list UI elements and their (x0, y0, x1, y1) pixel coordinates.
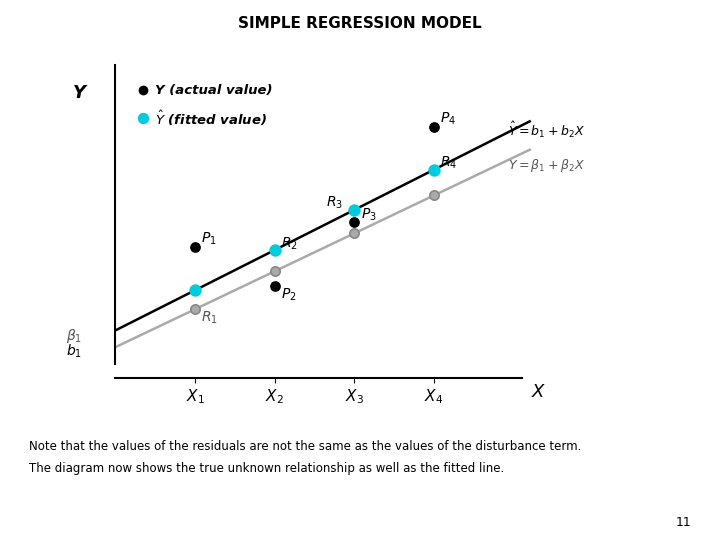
Text: $P_1$: $P_1$ (202, 230, 217, 247)
Text: $b_1$: $b_1$ (66, 342, 82, 360)
Point (428, 122, 440, 131)
Text: $Y = \beta_1 + \beta_2X$: $Y = \beta_1 + \beta_2X$ (508, 157, 585, 174)
Point (428, 165, 440, 174)
Text: $R_1$: $R_1$ (202, 309, 218, 326)
Text: $R_2$: $R_2$ (281, 235, 298, 252)
Point (269, 246, 280, 254)
Text: The diagram now shows the true unknown relationship as well as the fitted line.: The diagram now shows the true unknown r… (29, 462, 504, 475)
Text: Note that the values of the residuals are not the same as the values of the dist: Note that the values of the residuals ar… (29, 440, 581, 453)
Text: X: X (531, 383, 544, 401)
Text: $R_4$: $R_4$ (441, 155, 458, 171)
Text: $\beta_1$: $\beta_1$ (66, 327, 82, 345)
Text: $P_2$: $P_2$ (281, 286, 297, 302)
Point (189, 242, 201, 251)
Text: SIMPLE REGRESSION MODEL: SIMPLE REGRESSION MODEL (238, 16, 482, 31)
Point (428, 191, 440, 200)
Text: $R_3$: $R_3$ (326, 195, 343, 212)
Point (348, 217, 360, 226)
Point (269, 267, 280, 275)
Text: $\hat{Y}$ (fitted value): $\hat{Y}$ (fitted value) (155, 109, 267, 128)
Point (189, 286, 201, 295)
Text: $\hat{Y} = b_1 + b_2X$: $\hat{Y} = b_1 + b_2X$ (508, 120, 585, 140)
Text: Y (actual value): Y (actual value) (155, 84, 273, 97)
Point (189, 305, 201, 314)
Text: $P_3$: $P_3$ (361, 207, 377, 223)
Point (348, 229, 360, 238)
Point (269, 281, 280, 290)
Point (348, 206, 360, 214)
Text: Y: Y (73, 84, 86, 102)
Text: $P_4$: $P_4$ (441, 110, 456, 126)
Text: 11: 11 (675, 516, 691, 529)
